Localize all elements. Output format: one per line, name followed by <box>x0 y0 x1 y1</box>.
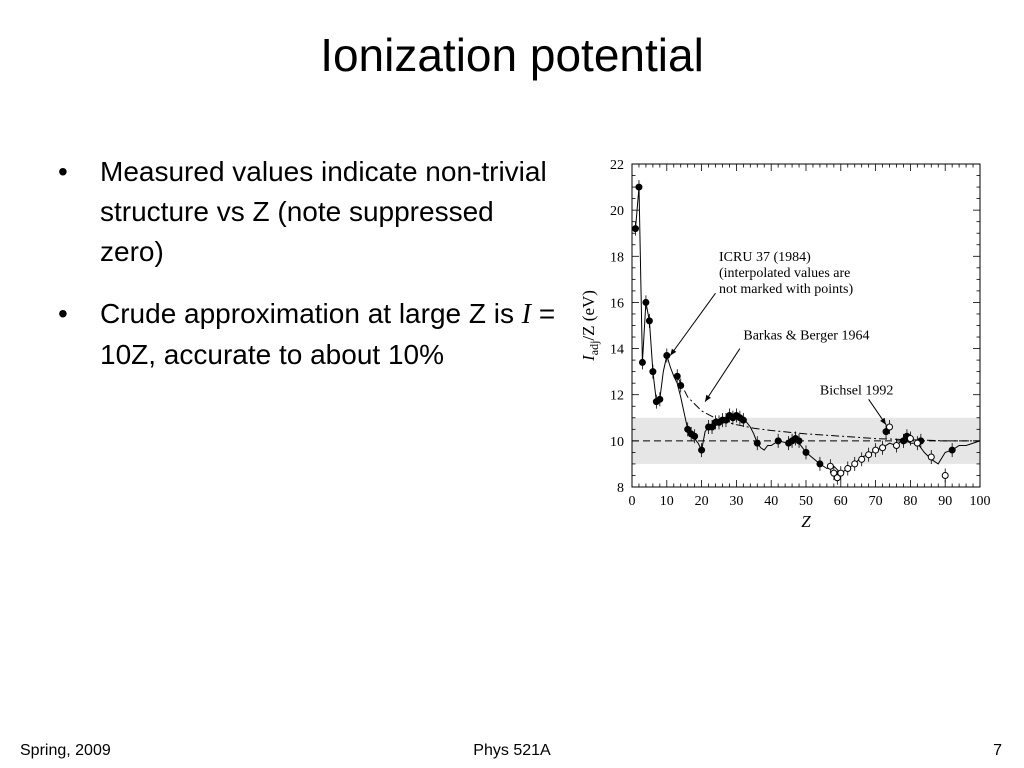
data-point-filled <box>899 437 907 445</box>
x-tick-label: 100 <box>970 494 991 509</box>
data-point-filled <box>645 317 653 325</box>
x-tick-label: 10 <box>660 494 674 509</box>
y-tick-label: 14 <box>610 343 624 358</box>
data-point-open <box>851 460 859 468</box>
series-line-barkas <box>676 376 980 442</box>
bullet-text-before: Crude approximation at large Z is <box>100 298 522 329</box>
data-point-filled <box>691 432 699 440</box>
annotation-arrow <box>704 348 741 402</box>
annotation-text: ICRU 37 (1984) <box>719 250 811 265</box>
data-point-open <box>833 474 841 482</box>
annotation-text: (interpolated values are <box>719 266 850 281</box>
bullet-text: Crude approximation at large Z is I = 10… <box>100 298 555 370</box>
data-point-filled <box>684 425 692 433</box>
data-point-filled <box>948 446 956 454</box>
arrowhead-icon <box>705 394 711 402</box>
data-point-filled <box>663 351 671 359</box>
data-point-filled <box>631 225 639 233</box>
x-tick-label: 60 <box>834 494 848 509</box>
data-point-filled <box>698 446 706 454</box>
annotation-text: Barkas & Berger 1964 <box>743 328 869 343</box>
data-point-open <box>872 446 880 454</box>
data-point-filled <box>649 368 657 376</box>
data-point-open <box>906 435 914 443</box>
bullet-icon: • <box>58 156 68 187</box>
data-point-filled <box>739 416 747 424</box>
bullet-item: • Measured values indicate non-trivial s… <box>58 152 558 272</box>
slide-title: Ionization potential <box>320 29 704 81</box>
bullet-list: • Measured values indicate non-trivial s… <box>58 152 558 397</box>
data-point-filled <box>642 298 650 306</box>
x-tick-label: 40 <box>764 494 778 509</box>
data-point-open <box>927 453 935 461</box>
y-tick-label: 16 <box>610 296 624 311</box>
data-point-filled <box>753 439 761 447</box>
data-point-filled <box>635 183 643 191</box>
x-tick-label: 80 <box>903 494 917 509</box>
annotation-arrow <box>669 292 716 356</box>
bullet-text-after: = 10Z, accurate to about 10% <box>100 298 556 370</box>
ionization-symbol: I <box>521 299 532 330</box>
data-point-open <box>913 439 921 447</box>
footer-page-number: 7 <box>993 742 1002 759</box>
annotation-text: Bichsel 1992 <box>820 384 894 399</box>
x-tick-label: 30 <box>729 494 743 509</box>
data-point-open <box>826 462 834 470</box>
data-point-filled <box>656 395 664 403</box>
bullet-icon: • <box>58 298 68 329</box>
x-tick-label: 70 <box>869 494 883 509</box>
footer-course: Phys 521A <box>473 742 551 759</box>
data-point-open <box>865 451 873 459</box>
x-tick-label: 0 <box>629 494 636 509</box>
data-point-filled <box>882 428 890 436</box>
y-tick-label: 10 <box>610 435 624 450</box>
arrowhead-icon <box>670 348 677 356</box>
footer-date: Spring, 2009 <box>20 742 111 759</box>
y-tick-label: 18 <box>610 250 624 265</box>
data-point-open <box>858 455 866 463</box>
bullet-text: Measured values indicate non-trivial str… <box>100 156 547 267</box>
y-tick-label: 20 <box>610 204 624 219</box>
y-tick-label: 12 <box>610 389 624 404</box>
data-point-filled <box>802 448 810 456</box>
data-point-filled <box>722 416 730 424</box>
data-point-open <box>892 441 900 449</box>
data-point-open <box>844 465 852 473</box>
data-point-filled <box>774 437 782 445</box>
x-tick-label: 50 <box>799 494 813 509</box>
data-point-filled <box>816 460 824 468</box>
y-tick-label: 8 <box>617 481 624 496</box>
data-point-filled <box>677 381 685 389</box>
y-axis-label: Iadj/Z (eV) <box>579 290 601 362</box>
data-point-open <box>886 423 894 431</box>
ionization-chart: 0 10 20 30 40 50 60 70 80 90 100 8 10 12 14 16 18 20 22 Z Ia… <box>579 158 991 531</box>
data-point-open <box>879 444 887 452</box>
data-point-filled <box>708 423 716 431</box>
data-point-filled <box>673 372 681 380</box>
data-point-open <box>837 469 845 477</box>
data-point-filled <box>795 437 803 445</box>
data-point-open <box>830 469 838 477</box>
data-point-filled <box>638 358 646 366</box>
x-tick-label: 90 <box>938 494 952 509</box>
arrowhead-icon <box>880 417 886 425</box>
y-tick-label: 22 <box>610 158 624 173</box>
x-axis-label: Z <box>801 512 811 531</box>
annotation-text: not marked with points) <box>719 282 853 297</box>
bullet-item: • Crude approximation at large Z is I = … <box>58 294 558 375</box>
x-tick-label: 20 <box>695 494 709 509</box>
data-point-open <box>941 471 949 479</box>
